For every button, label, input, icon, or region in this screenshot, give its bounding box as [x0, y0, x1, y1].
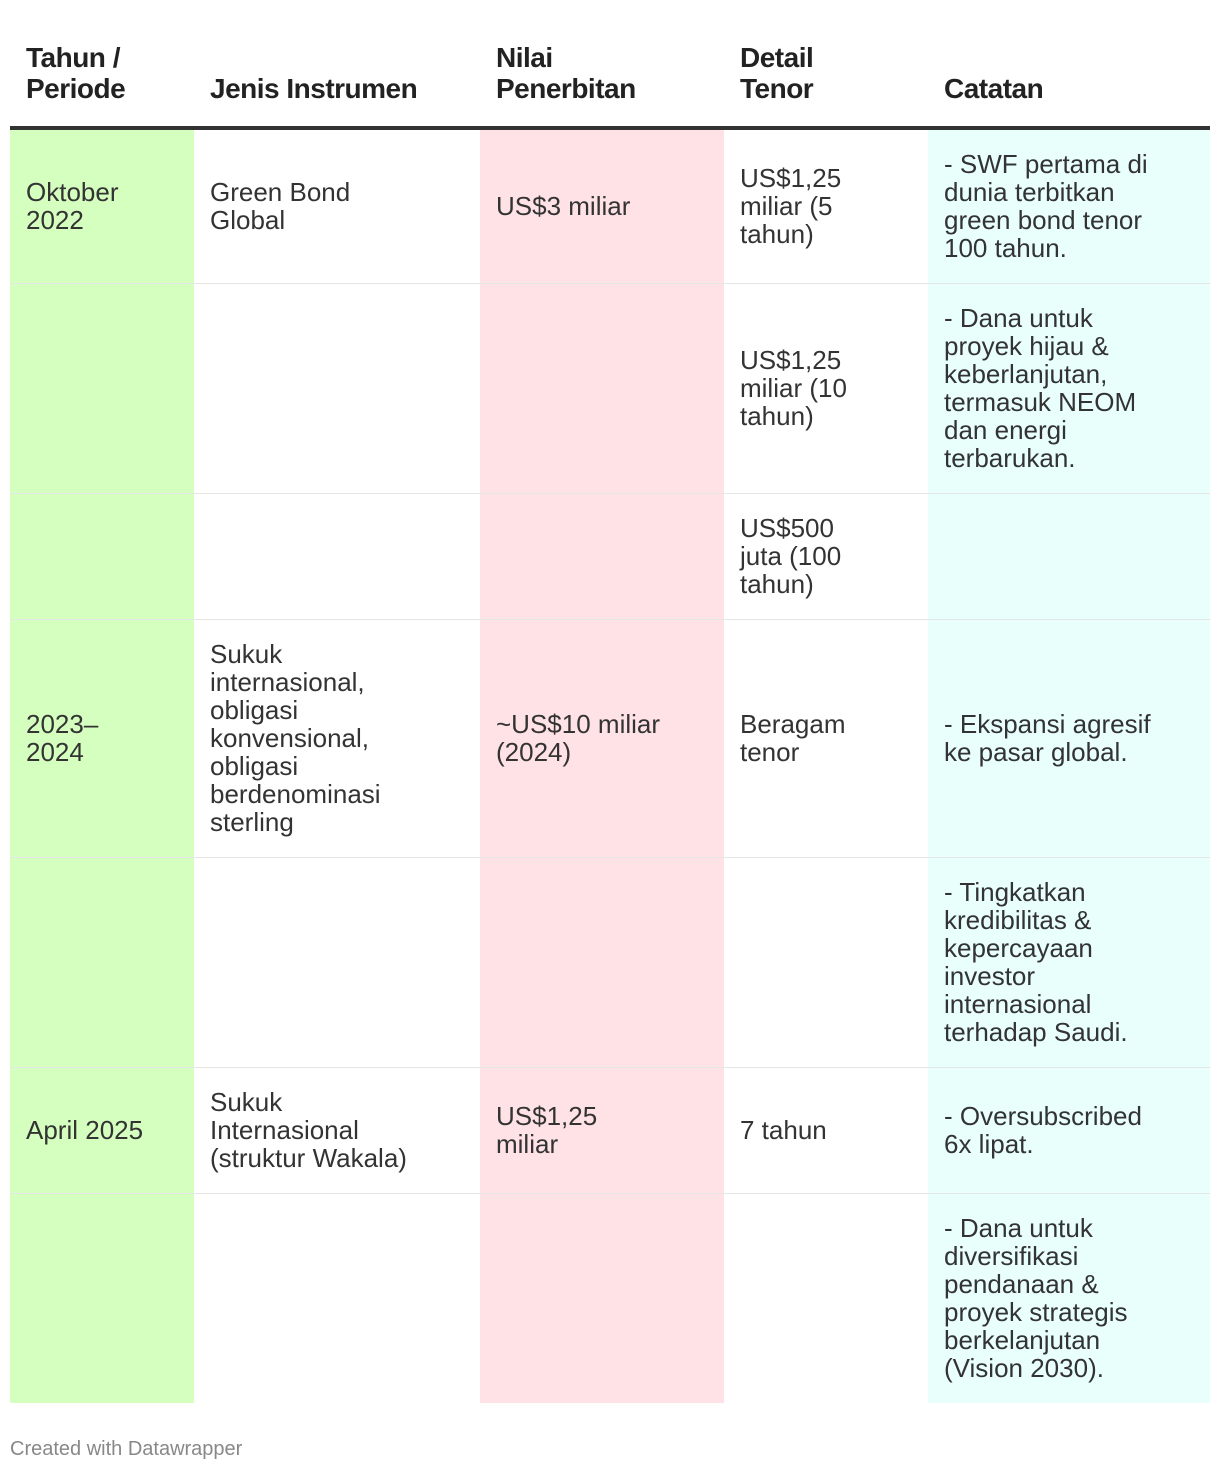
table-cell-r4-c4: - Tingkatkan kredibilitas & kepercayaan inv… — [928, 857, 1210, 1068]
table-row: - Dana untuk diversifikasi pendanaan & proy… — [10, 1193, 1210, 1403]
column-header-2: Nilai Penerbitan — [480, 0, 724, 130]
table-cell-r2-c3: US$500 juta (100 tahun) — [724, 493, 928, 620]
table-cell-r5-c0: April 2025 — [10, 1067, 194, 1194]
table-cell-r5-c4: - Oversubscribed 6x lipat. — [928, 1067, 1210, 1194]
table-row: US$500 juta (100 tahun) — [10, 493, 1210, 620]
table-cell-r3-c4: - Ekspansi agresif ke pasar global. — [928, 619, 1210, 858]
table-cell-r3-c2: ~US$10 miliar (2024) — [480, 619, 724, 858]
table-body: Oktober 2022 Green Bond Global US$3 miliar US… — [10, 128, 1210, 1403]
table-cell-r5-c2: US$1,25 miliar — [480, 1067, 724, 1194]
table-cell-r6-c3 — [724, 1193, 928, 1403]
table-cell-r2-c2 — [480, 493, 724, 620]
table-cell-r2-c0 — [10, 493, 194, 620]
table-cell-r4-c0 — [10, 857, 194, 1068]
table-cell-r6-c4: - Dana untuk diversifikasi pendanaan & proy… — [928, 1193, 1210, 1403]
table-cell-r3-c0: 2023– 2024 — [10, 619, 194, 858]
table-cell-r3-c1: Sukuk internasional, obligasi konvensional,… — [194, 619, 480, 858]
column-header-0: Tahun / Periode — [10, 0, 194, 130]
table-cell-r5-c3: 7 tahun — [724, 1067, 928, 1194]
credit-text: Created with Datawrapper — [10, 1438, 243, 1460]
table-cell-r0-c3: US$1,25 miliar (5 tahun) — [724, 128, 928, 284]
column-header-3: Detail Tenor — [724, 0, 928, 130]
table-cell-r1-c3: US$1,25 miliar (10 tahun) — [724, 283, 928, 494]
table-cell-r0-c2: US$3 miliar — [480, 128, 724, 284]
table-row: 2023– 2024 Sukuk internasional, obligasi konv… — [10, 619, 1210, 858]
column-header-1: Jenis Instrumen — [194, 0, 480, 130]
table-row: April 2025 Sukuk Internasional (struktur Wa… — [10, 1067, 1210, 1194]
table-cell-r0-c4: - SWF pertama di dunia terbitkan green bon… — [928, 128, 1210, 284]
table-cell-r4-c2 — [480, 857, 724, 1068]
table-cell-r5-c1: Sukuk Internasional (struktur Wakala) — [194, 1067, 480, 1194]
table-row: Oktober 2022 Green Bond Global US$3 miliar US… — [10, 128, 1210, 284]
table-row: - Tingkatkan kredibilitas & kepercayaan inv… — [10, 857, 1210, 1068]
table-cell-r1-c0 — [10, 283, 194, 494]
data-table: Tahun / Periode Jenis Instrumen Nilai Penerb… — [10, 0, 1210, 1403]
table-cell-r1-c1 — [194, 283, 480, 494]
table-cell-r0-c1: Green Bond Global — [194, 128, 480, 284]
table-cell-r6-c0 — [10, 1193, 194, 1403]
table-row: US$1,25 miliar (10 tahun) - Dana untuk proye… — [10, 283, 1210, 494]
table-cell-r6-c1 — [194, 1193, 480, 1403]
table-cell-r1-c2 — [480, 283, 724, 494]
column-header-4: Catatan — [928, 0, 1210, 130]
table-cell-r3-c3: Beragam tenor — [724, 619, 928, 858]
table-cell-r2-c1 — [194, 493, 480, 620]
table-cell-r4-c1 — [194, 857, 480, 1068]
table-cell-r4-c3 — [724, 857, 928, 1068]
table-cell-r0-c0: Oktober 2022 — [10, 128, 194, 284]
table-header-row: Tahun / Periode Jenis Instrumen Nilai Penerb… — [10, 0, 1210, 130]
table-cell-r1-c4: - Dana untuk proyek hijau & keberlanjutan,… — [928, 283, 1210, 494]
table-cell-r6-c2 — [480, 1193, 724, 1403]
table-cell-r2-c4 — [928, 493, 1210, 620]
